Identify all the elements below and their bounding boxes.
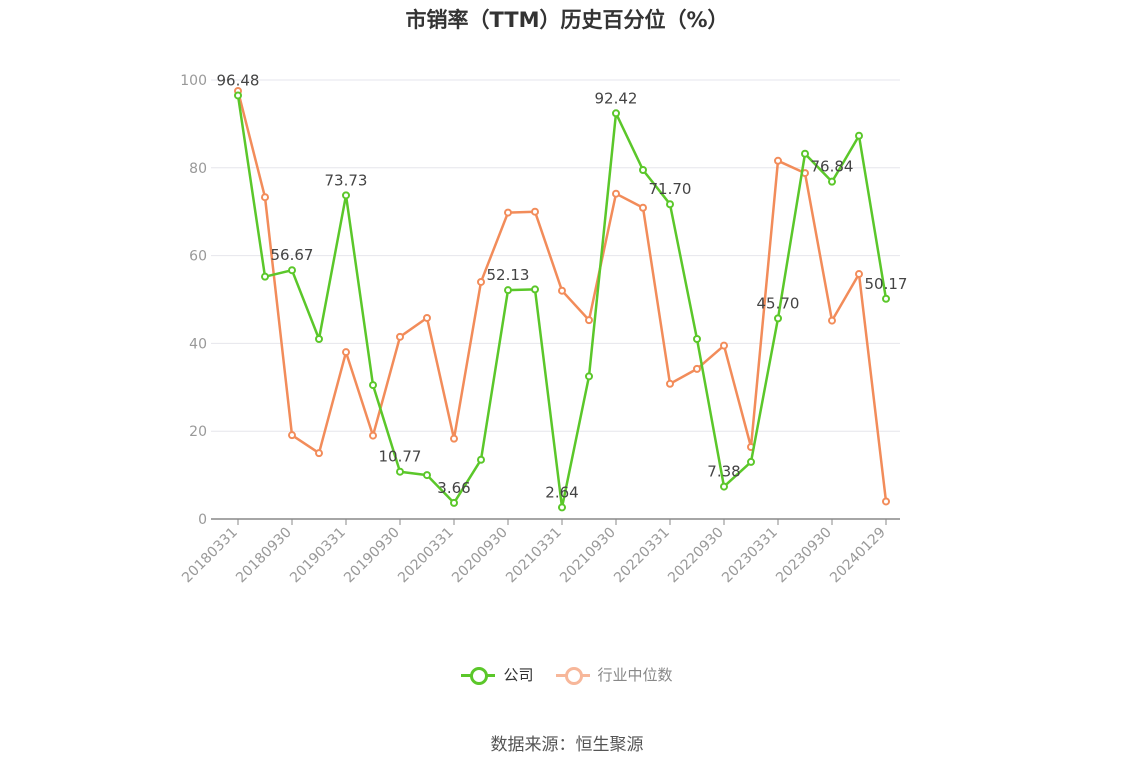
legend-company-label: 公司: [503, 666, 534, 684]
data-label: 92.42: [595, 89, 638, 107]
data-point-company: [612, 109, 620, 118]
grid-lines: [211, 79, 900, 432]
data-point-industry: [369, 431, 377, 440]
data-label: 56.67: [271, 246, 314, 264]
data-label: 73.73: [325, 171, 368, 189]
data-point-industry: [342, 348, 350, 357]
data-point-industry: [720, 341, 728, 350]
data-point-company: [342, 191, 350, 200]
data-point-company: [828, 177, 836, 186]
x-tick-label: 20190331: [287, 525, 349, 587]
data-label: 71.70: [649, 180, 692, 198]
data-labels: 96.48 56.67 73.73 10.77 3.66 52.13 2.64 92.42 71…: [217, 71, 908, 501]
x-tick-label: 20210331: [503, 525, 565, 587]
data-point-industry: [504, 208, 512, 217]
data-label: 96.48: [217, 71, 260, 89]
data-label: 76.84: [811, 158, 854, 176]
data-point-company: [585, 372, 593, 381]
data-label: 50.17: [865, 275, 908, 293]
data-point-industry: [612, 189, 620, 198]
chart-title: 市销率（TTM）历史百分位（%）: [405, 8, 729, 32]
data-point-company: [288, 266, 296, 275]
data-point-company: [882, 294, 890, 303]
x-tick-label: 20180331: [179, 525, 241, 587]
data-point-company: [261, 272, 269, 281]
data-point-company: [693, 335, 701, 344]
y-tick-label: 60: [189, 249, 207, 265]
data-point-industry: [315, 449, 323, 458]
y-tick-label: 40: [189, 336, 207, 352]
data-point-industry: [639, 203, 647, 212]
data-label: 2.64: [545, 483, 578, 501]
data-point-company: [720, 482, 728, 491]
data-point-company: [774, 314, 782, 323]
data-point-company: [315, 335, 323, 344]
data-label: 45.70: [757, 294, 800, 312]
data-point-company: [639, 165, 647, 174]
data-point-company: [855, 131, 863, 140]
x-tick-label: 20190930: [341, 525, 403, 587]
data-point-company: [504, 286, 512, 295]
data-point-industry: [828, 316, 836, 325]
data-point-industry: [882, 497, 890, 506]
data-point-industry: [855, 270, 863, 279]
data-point-industry: [585, 316, 593, 325]
data-point-industry: [288, 431, 296, 440]
data-point-company: [450, 498, 458, 507]
data-label: 7.38: [707, 463, 740, 481]
data-label: 52.13: [487, 266, 530, 284]
data-point-company: [747, 457, 755, 466]
data-point-industry: [693, 364, 701, 373]
data-point-industry: [666, 379, 674, 388]
data-point-company: [801, 149, 809, 158]
y-tick-label: 20: [189, 424, 207, 440]
x-tick-label: 20220331: [611, 525, 673, 587]
data-source: 数据来源：恒生聚源: [490, 735, 644, 755]
x-tick-label: 20240129: [827, 525, 889, 587]
x-tick-label: 20220930: [665, 525, 727, 587]
legend-item-company[interactable]: 公司: [461, 664, 534, 685]
data-point-industry: [531, 207, 539, 216]
data-point-company: [477, 455, 485, 464]
legend-industry-marker-icon: [555, 666, 590, 685]
data-point-industry: [423, 313, 431, 322]
legend-industry-label: 行业中位数: [597, 666, 673, 684]
series-lines: [234, 86, 890, 512]
legend-company-marker-icon: [461, 666, 496, 685]
y-tick-label: 0: [198, 512, 207, 528]
data-label: 3.66: [437, 479, 470, 497]
legend-item-industry[interactable]: 行业中位数: [555, 664, 673, 685]
data-point-company: [234, 91, 242, 100]
legend: 公司 行业中位数: [0, 664, 1134, 685]
x-tick-label: 20230331: [719, 525, 781, 587]
x-tick-label: 20180930: [233, 525, 295, 587]
data-point-company: [396, 467, 404, 476]
data-point-industry: [477, 277, 485, 286]
data-label: 10.77: [379, 448, 422, 466]
data-point-company: [423, 471, 431, 480]
data-point-company: [531, 285, 539, 294]
y-tick-label: 80: [189, 161, 207, 177]
data-point-company: [369, 381, 377, 390]
data-point-industry: [261, 193, 269, 202]
x-tick-label: 20200930: [449, 525, 511, 587]
x-tick-label: 20200331: [395, 525, 457, 587]
data-point-industry: [450, 434, 458, 443]
data-point-industry: [396, 332, 404, 341]
data-point-company: [558, 503, 566, 512]
y-tick-label: 100: [180, 73, 207, 89]
data-point-industry: [558, 286, 566, 295]
x-tick-label: 20210930: [557, 525, 619, 587]
data-point-company: [666, 200, 674, 209]
x-tick-label: 20230930: [773, 525, 835, 587]
data-point-industry: [774, 156, 782, 165]
